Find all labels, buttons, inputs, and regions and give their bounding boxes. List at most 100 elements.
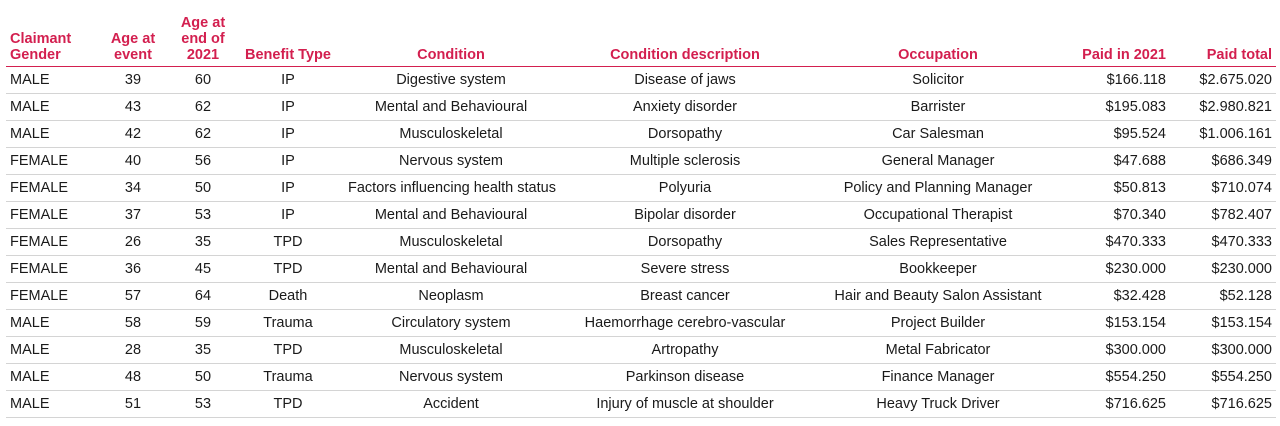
cell-paid-total: $52.128 (1170, 282, 1276, 310)
header-paid-total: Paid total (1170, 0, 1276, 67)
cell-condition: Neoplasm (344, 282, 558, 310)
cell-paid-total: $230.000 (1170, 255, 1276, 283)
cell-condition-description: Injury of muscle at shoulder (558, 390, 812, 418)
cell-paid-2021: $166.118 (1064, 66, 1170, 94)
cell-occupation: Project Builder (812, 309, 1064, 337)
cell-paid-2021: $300.000 (1064, 336, 1170, 364)
table-row: FEMALE 26 35 TPD Musculoskeletal Dorsopathy Sa… (6, 228, 1276, 256)
cell-benefit-type: IP (232, 93, 344, 121)
cell-occupation: Sales Representative (812, 228, 1064, 256)
cell-condition: Mental and Behavioural (344, 255, 558, 283)
cell-paid-2021: $153.154 (1064, 309, 1170, 337)
cell-condition: Mental and Behavioural (344, 93, 558, 121)
cell-condition: Digestive system (344, 66, 558, 94)
cell-gender: FEMALE (6, 174, 92, 202)
cell-age-end-2021: 64 (174, 282, 232, 310)
cell-gender: MALE (6, 363, 92, 391)
cell-gender: MALE (6, 309, 92, 337)
cell-paid-total: $300.000 (1170, 336, 1276, 364)
cell-condition-description: Dorsopathy (558, 228, 812, 256)
cell-benefit-type: Trauma (232, 363, 344, 391)
cell-age-end-2021: 62 (174, 93, 232, 121)
cell-occupation: Solicitor (812, 66, 1064, 94)
cell-paid-total: $470.333 (1170, 228, 1276, 256)
cell-age-end-2021: 59 (174, 309, 232, 337)
cell-condition-description: Artropathy (558, 336, 812, 364)
cell-paid-total: $2.980.821 (1170, 93, 1276, 121)
cell-paid-total: $716.625 (1170, 390, 1276, 418)
cell-gender: FEMALE (6, 201, 92, 229)
cell-paid-total: $153.154 (1170, 309, 1276, 337)
cell-gender: FEMALE (6, 255, 92, 283)
table-row: MALE 48 50 Trauma Nervous system Parkinson di… (6, 363, 1276, 391)
table-row: MALE 51 53 TPD Accident Injury of muscle at s… (6, 390, 1276, 418)
cell-age-at-event: 58 (92, 309, 174, 337)
cell-occupation: Bookkeeper (812, 255, 1064, 283)
header-claimant-gender: Claimant Gender (6, 0, 92, 67)
cell-paid-total: $710.074 (1170, 174, 1276, 202)
cell-age-at-event: 48 (92, 363, 174, 391)
cell-gender: MALE (6, 390, 92, 418)
cell-age-at-event: 37 (92, 201, 174, 229)
cell-paid-total: $554.250 (1170, 363, 1276, 391)
table-row: MALE 28 35 TPD Musculoskeletal Artropathy Meta… (6, 336, 1276, 364)
header-condition: Condition (344, 0, 558, 67)
cell-age-at-event: 57 (92, 282, 174, 310)
cell-occupation: Finance Manager (812, 363, 1064, 391)
cell-occupation: Policy and Planning Manager (812, 174, 1064, 202)
cell-paid-2021: $230.000 (1064, 255, 1170, 283)
cell-gender: MALE (6, 93, 92, 121)
table-row: FEMALE 37 53 IP Mental and Behavioural Bipola… (6, 201, 1276, 229)
cell-condition: Nervous system (344, 363, 558, 391)
cell-age-end-2021: 62 (174, 120, 232, 148)
cell-paid-2021: $716.625 (1064, 390, 1170, 418)
cell-gender: FEMALE (6, 228, 92, 256)
cell-paid-2021: $195.083 (1064, 93, 1170, 121)
cell-age-end-2021: 53 (174, 201, 232, 229)
cell-age-end-2021: 53 (174, 390, 232, 418)
cell-gender: MALE (6, 66, 92, 94)
cell-age-at-event: 43 (92, 93, 174, 121)
cell-condition-description: Multiple sclerosis (558, 147, 812, 175)
cell-paid-total: $686.349 (1170, 147, 1276, 175)
table-body: MALE 39 60 IP Digestive system Disease of jaw… (6, 66, 1276, 418)
cell-benefit-type: IP (232, 174, 344, 202)
claims-table: Claimant Gender Age at event Age at end … (6, 0, 1276, 418)
cell-benefit-type: TPD (232, 336, 344, 364)
cell-paid-2021: $95.524 (1064, 120, 1170, 148)
cell-benefit-type: IP (232, 201, 344, 229)
cell-condition-description: Disease of jaws (558, 66, 812, 94)
table-row: MALE 58 59 Trauma Circulatory system Haemorrh… (6, 309, 1276, 337)
cell-condition: Factors influencing health status (344, 174, 558, 202)
cell-condition: Musculoskeletal (344, 228, 558, 256)
cell-condition-description: Haemorrhage cerebro-vascular (558, 309, 812, 337)
header-condition-description: Condition description (558, 0, 812, 67)
cell-age-at-event: 39 (92, 66, 174, 94)
cell-paid-2021: $47.688 (1064, 147, 1170, 175)
cell-paid-total: $1.006.161 (1170, 120, 1276, 148)
cell-paid-2021: $470.333 (1064, 228, 1170, 256)
cell-condition: Nervous system (344, 147, 558, 175)
header-paid-2021: Paid in 2021 (1064, 0, 1170, 67)
cell-condition: Musculoskeletal (344, 120, 558, 148)
table-row: MALE 43 62 IP Mental and Behavioural Anxiety … (6, 93, 1276, 121)
cell-occupation: Hair and Beauty Salon Assistant (812, 282, 1064, 310)
cell-condition: Accident (344, 390, 558, 418)
cell-occupation: Metal Fabricator (812, 336, 1064, 364)
cell-age-end-2021: 35 (174, 336, 232, 364)
cell-condition: Musculoskeletal (344, 336, 558, 364)
cell-condition-description: Parkinson disease (558, 363, 812, 391)
header-row: Claimant Gender Age at event Age at end … (6, 0, 1276, 67)
cell-occupation: Occupational Therapist (812, 201, 1064, 229)
cell-age-at-event: 26 (92, 228, 174, 256)
cell-age-end-2021: 60 (174, 66, 232, 94)
cell-condition-description: Anxiety disorder (558, 93, 812, 121)
header-age-at-event: Age at event (92, 0, 174, 67)
cell-condition-description: Bipolar disorder (558, 201, 812, 229)
cell-occupation: Car Salesman (812, 120, 1064, 148)
cell-age-end-2021: 50 (174, 174, 232, 202)
cell-gender: FEMALE (6, 147, 92, 175)
cell-occupation: General Manager (812, 147, 1064, 175)
cell-age-end-2021: 50 (174, 363, 232, 391)
cell-age-end-2021: 45 (174, 255, 232, 283)
